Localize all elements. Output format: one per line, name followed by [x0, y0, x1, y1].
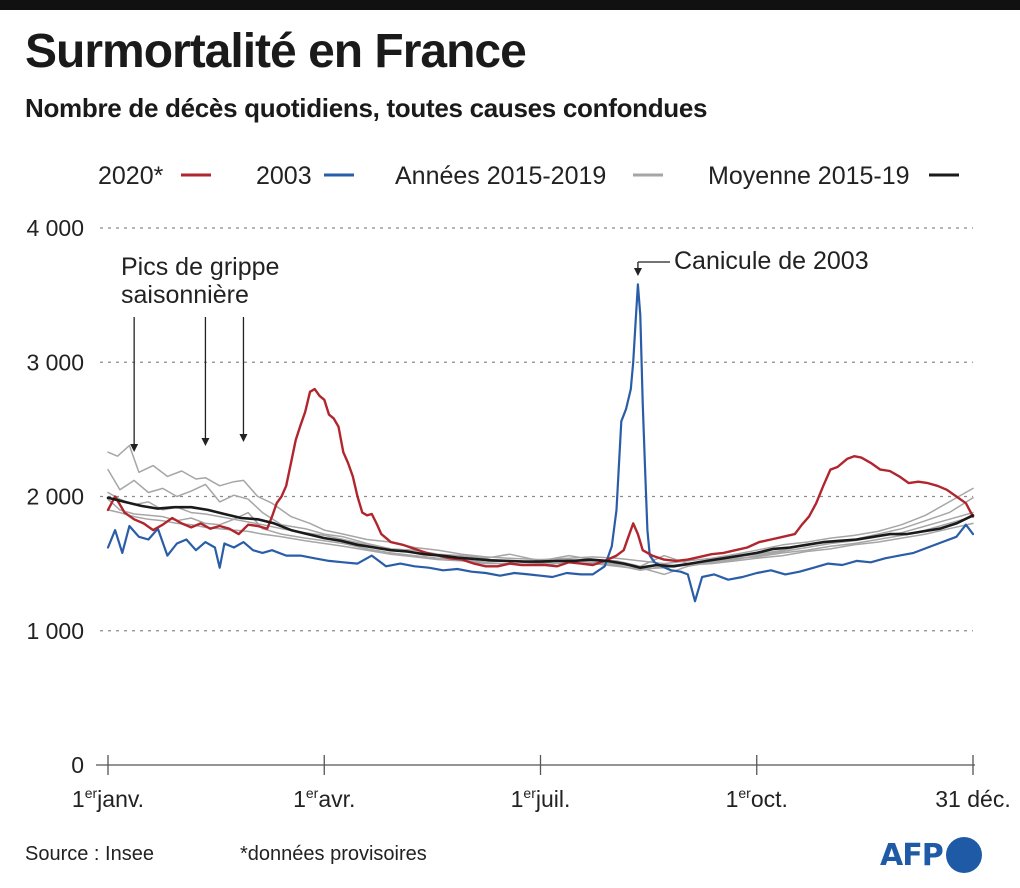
y-tick-label: 1 000	[26, 618, 84, 644]
source-note: Source : Insee	[25, 843, 154, 865]
x-tick-label: 31 déc.	[935, 786, 1010, 812]
flu-peak-arrowhead	[239, 434, 248, 442]
series-line	[106, 283, 975, 603]
chart-subtitle: Nombre de décès quotidiens, toutes cause…	[25, 93, 708, 123]
series-line	[107, 498, 974, 572]
y-tick-label: 3 000	[26, 349, 84, 375]
series-lines	[106, 283, 975, 603]
series-line	[106, 387, 975, 568]
legend-label: Moyenne 2015-19	[708, 162, 910, 190]
afp-logo-circle	[945, 837, 982, 873]
series-line	[107, 444, 974, 565]
heatwave-arrowhead	[633, 268, 642, 276]
x-tick-label: 1erjanv.	[72, 785, 144, 812]
legend-label: 2020*	[98, 162, 164, 190]
y-tick-label: 0	[71, 752, 84, 778]
top-bar	[0, 0, 1020, 10]
legend-label: Années 2015-2019	[395, 162, 606, 190]
afp-logo: AFP	[880, 835, 982, 875]
y-tick-label: 2 000	[26, 484, 84, 510]
legend-label: 2003	[256, 162, 312, 190]
afp-logo-text: AFP	[880, 837, 944, 873]
flu-peaks-label: saisonnière	[121, 281, 249, 309]
series-line	[106, 496, 975, 569]
chart-title: Surmortalité en France	[25, 25, 527, 78]
provisional-data-note: *données provisoires	[240, 843, 427, 865]
series-line	[107, 509, 974, 570]
y-tick-label: 4 000	[26, 215, 84, 241]
x-tick-label: 1eroct.	[726, 785, 788, 812]
x-tick-label: 1eravr.	[293, 785, 355, 812]
axes: 1erjanv. 1eravr. 1erjuil. 1eroct. 31 déc.	[72, 755, 1011, 812]
heatwave-label: Canicule de 2003	[674, 247, 869, 275]
flu-peak-arrowhead	[201, 438, 210, 446]
legend: 2020* 2003 Années 2015-2019 Moyenne 2015-19	[98, 162, 959, 190]
x-tick-label: 1erjuil.	[511, 785, 571, 812]
flu-peaks-label: Pics de grippe	[121, 253, 279, 281]
grid-lines: 0 1 000 2 000 3 000 4 000	[26, 215, 973, 778]
flu-peak-arrowhead	[130, 444, 139, 452]
